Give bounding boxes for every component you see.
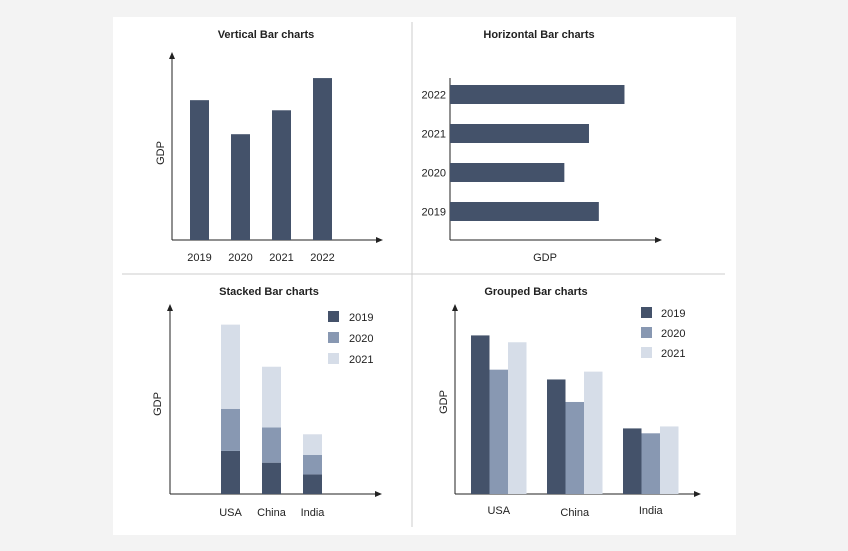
bar-USA-2021	[221, 324, 240, 409]
bar-2020	[450, 163, 565, 182]
x-tick-label: 2021	[269, 252, 293, 264]
legend-label: 2020	[349, 333, 373, 345]
bar-China-2021	[584, 371, 603, 494]
grouped-bar-chart: Grouped Bar charts GDP USA China India 201…	[438, 286, 701, 519]
x-axis-arrow	[376, 237, 383, 243]
x-tick-label: China	[257, 507, 287, 519]
legend-label: 2019	[349, 312, 373, 324]
x-tick-label: India	[639, 505, 664, 517]
y-axis-label: GDP	[438, 390, 450, 414]
legend-label: 2020	[661, 328, 685, 340]
y-axis-arrow	[169, 52, 175, 59]
y-tick-label: 2019	[422, 207, 446, 219]
legend-label: 2019	[661, 308, 685, 320]
x-tick-label: China	[560, 507, 590, 519]
x-axis-arrow	[375, 491, 382, 497]
bar-India-2021	[660, 426, 679, 494]
bar-China-2019	[547, 379, 566, 494]
bar-2020	[231, 134, 250, 240]
x-tick-label: USA	[487, 505, 510, 517]
bar-2019	[450, 202, 599, 221]
legend-swatch	[641, 327, 652, 338]
bar-India-2019	[623, 428, 642, 494]
x-tick-label: 2020	[228, 252, 252, 264]
chart-title: Horizontal Bar charts	[483, 29, 594, 41]
legend-swatch	[328, 353, 339, 364]
y-axis-label: GDP	[152, 392, 164, 416]
horizontal-bar-chart: Horizontal Bar charts GDP 2019 2020 2021 20…	[422, 29, 662, 264]
bar-USA-2021	[508, 342, 527, 494]
bar-USA-2019	[221, 450, 240, 494]
legend-label: 2021	[349, 354, 373, 366]
y-tick-label: 2021	[422, 129, 446, 141]
bar-China-2020	[262, 427, 281, 463]
bar-2021	[272, 110, 291, 240]
x-tick-label: USA	[219, 507, 242, 519]
chart-title: Vertical Bar charts	[218, 29, 315, 41]
bar-China-2020	[565, 401, 584, 494]
y-axis-arrow	[167, 304, 173, 311]
y-axis-arrow	[452, 304, 458, 311]
legend-swatch	[328, 332, 339, 343]
y-axis-label: GDP	[155, 141, 167, 165]
legend-swatch	[641, 347, 652, 358]
chart-title: Grouped Bar charts	[484, 286, 587, 298]
x-tick-label: 2019	[187, 252, 211, 264]
bar-China-2021	[262, 366, 281, 428]
legend-swatch	[641, 307, 652, 318]
legend-label: 2021	[661, 348, 685, 360]
bar-India-2020	[641, 433, 660, 494]
bar-China-2019	[262, 462, 281, 494]
bar-USA-2019	[471, 335, 490, 494]
bar-2022	[450, 85, 625, 104]
bar-2022	[313, 78, 332, 240]
vertical-bar-chart: Vertical Bar charts GDP 2019 2020 2021 2022	[155, 29, 383, 264]
bar-2021	[450, 124, 589, 143]
bar-USA-2020	[489, 369, 508, 494]
bar-India-2019	[303, 474, 322, 494]
y-tick-label: 2020	[422, 168, 446, 180]
x-tick-label: India	[301, 507, 326, 519]
y-tick-label: 2022	[422, 90, 446, 102]
legend-swatch	[328, 311, 339, 322]
x-axis-arrow	[694, 491, 701, 497]
x-axis-label: GDP	[533, 252, 557, 264]
stacked-bar-chart: Stacked Bar charts GDP USA China India 201…	[152, 286, 382, 519]
chart-title: Stacked Bar charts	[219, 286, 319, 298]
x-tick-label: 2022	[310, 252, 334, 264]
bar-India-2021	[303, 434, 322, 455]
bar-2019	[190, 100, 209, 240]
x-axis-arrow	[655, 237, 662, 243]
bar-USA-2020	[221, 408, 240, 451]
bar-India-2020	[303, 454, 322, 475]
